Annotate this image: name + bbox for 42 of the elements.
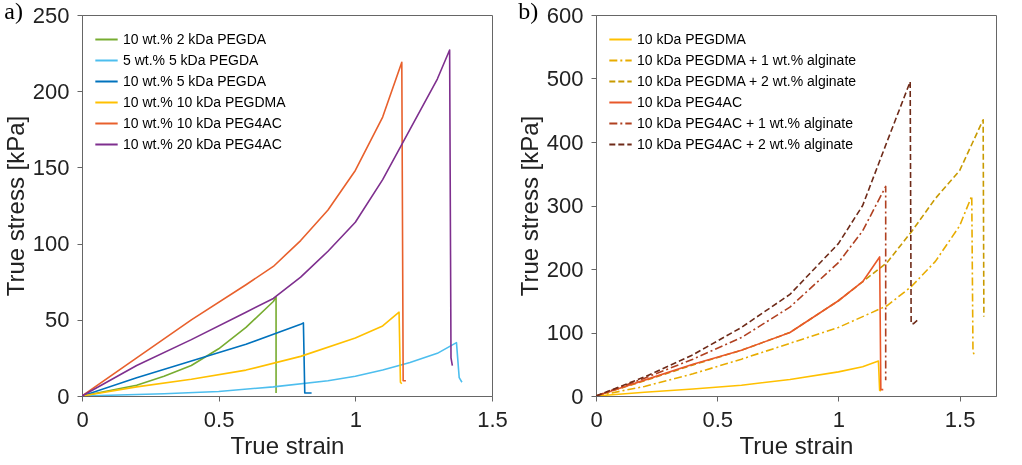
legend-label: 10 kDa PEGDMA: [637, 30, 747, 47]
y-tick-label: 500: [546, 66, 584, 91]
legend-label: 10 kDa PEGDMA + 1 wt.% alginate: [637, 51, 857, 68]
line-series: [82, 311, 403, 396]
y-tick-label: 200: [546, 256, 584, 282]
y-tick-label: 50: [45, 307, 70, 333]
y-tick-label: 600: [546, 2, 584, 28]
x-axis-title: True strain: [230, 431, 345, 459]
legend-label: 5 wt.% 5 kDa PEGDA: [123, 51, 260, 68]
y-tick-label: 0: [57, 383, 70, 409]
y-tick-label: 200: [32, 78, 70, 104]
y-tick-label: 0: [571, 383, 584, 409]
legend-label: 10 kDa PEG4AC + 2 wt.% alginate: [637, 135, 854, 152]
legend-label: 10 wt.% 2 kDa PEGDA: [123, 30, 267, 47]
x-tick-label: 0: [76, 406, 89, 432]
legend-label: 10 wt.% 10 kDa PEGDMA: [123, 93, 287, 110]
legend-label: 10 wt.% 10 kDa PEG4AC: [123, 114, 282, 131]
x-tick-label: 0.5: [203, 406, 235, 432]
y-tick-label: 150: [32, 154, 70, 180]
y-axis-title: True stress [kPa]: [1, 115, 29, 297]
y-tick-label: 100: [546, 320, 584, 345]
legend-label: 10 kDa PEGDMA + 2 wt.% alginate: [637, 72, 857, 89]
line-series: [82, 49, 454, 396]
y-tick-label: 100: [32, 231, 70, 257]
x-tick-label: 1.5: [477, 406, 508, 432]
x-tick-label: 1.5: [944, 406, 976, 432]
line-series: [596, 185, 887, 396]
legend-label: 10 wt.% 20 kDa PEG4AC: [123, 135, 282, 152]
y-tick-label: 300: [546, 193, 584, 218]
x-tick-label: 0: [590, 406, 603, 432]
legend-label: 10 wt.% 5 kDa PEGDA: [123, 72, 267, 89]
y-tick-label: 250: [32, 2, 70, 28]
x-axis-title: True strain: [739, 431, 854, 459]
chart-title: a): [4, 0, 23, 24]
x-tick-label: 0.5: [702, 406, 734, 432]
legend-label: 10 kDa PEG4AC + 1 wt.% alginate: [637, 114, 854, 131]
y-axis-title: True stress [kPa]: [515, 115, 543, 297]
chart-title: b): [518, 0, 539, 24]
x-tick-label: 1: [832, 406, 846, 432]
x-tick-label: 1: [349, 406, 362, 432]
y-tick-label: 400: [546, 129, 584, 155]
legend-label: 10 kDa PEG4AC: [637, 93, 743, 110]
